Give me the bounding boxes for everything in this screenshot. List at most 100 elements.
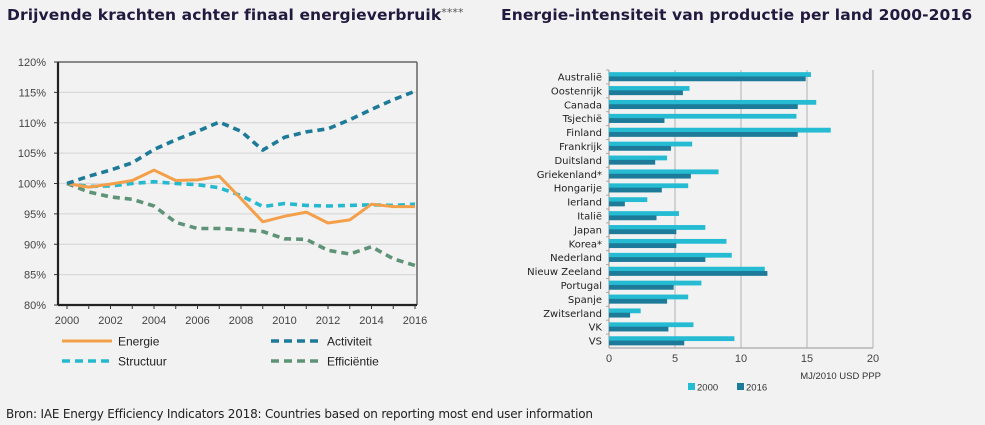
line-chart: 80% 85% 90% 95% 100% 105% 110% 115% 120% 2000 2002… <box>18 57 427 369</box>
category-label: Spanje <box>568 295 602 306</box>
x-tick-label: 20 <box>867 353 879 365</box>
category-label: Hongarije <box>554 184 602 195</box>
category-label: Zwitserland <box>543 309 602 320</box>
bar-2016 <box>609 312 631 318</box>
x-tick-label: 2014 <box>359 315 383 327</box>
bar-2016 <box>609 298 668 304</box>
bar-2016 <box>609 173 691 179</box>
x-tick-label: 2002 <box>98 315 122 327</box>
category-label: Tsjechië <box>562 114 602 125</box>
legend-label: Energie <box>118 335 160 349</box>
y-tick-label: 85% <box>24 270 46 282</box>
y-tick-label: 115% <box>19 87 47 99</box>
bar-2000 <box>609 99 817 105</box>
bar-2000 <box>609 127 831 133</box>
category-label: Australië <box>558 72 602 83</box>
x-tick-label: 10 <box>735 353 747 365</box>
bar-2000 <box>609 322 694 328</box>
bar-2016 <box>609 271 768 276</box>
bar-chart: 0 5 10 15 20 Australië Oostenrijk Canada Tsjechi… <box>527 69 881 394</box>
category-label: Nederland <box>550 253 602 264</box>
bar-2000 <box>609 211 679 216</box>
bar-2016 <box>609 243 677 249</box>
right-chart-title: Energie-intensiteit van productie per la… <box>501 6 973 24</box>
bar-2016 <box>609 340 685 346</box>
legend-label: Structuur <box>118 355 167 369</box>
x-tick-label: 2006 <box>185 315 209 327</box>
bar-2000 <box>609 266 765 272</box>
legend-swatch <box>688 383 695 390</box>
bar-2000 <box>609 72 811 77</box>
category-label: Nieuw Zeeland <box>527 267 602 278</box>
y-tick-label: 120% <box>18 57 46 69</box>
bar-2000 <box>609 169 719 175</box>
x-tick-label: 2004 <box>142 315 166 327</box>
bar-2000 <box>609 197 648 203</box>
y-tick-label: 100% <box>18 179 46 191</box>
bar-2016 <box>609 257 706 262</box>
bar-2016 <box>609 159 656 165</box>
series-line-efficintie <box>66 181 416 268</box>
x-axis-title: MJ/2010 USD PPP <box>800 371 881 382</box>
x-tick-label: 2012 <box>316 315 340 327</box>
bar-2016 <box>609 215 657 221</box>
x-tick-label: 2008 <box>229 315 253 327</box>
category-label: Duitsland <box>554 156 602 167</box>
bar-2016 <box>609 132 798 137</box>
bar-2016 <box>609 145 672 151</box>
category-label: Japan <box>573 225 602 236</box>
source-footer: Bron: IAE Energy Efficiency Indicators 2… <box>6 407 593 421</box>
bar-2000 <box>609 183 689 189</box>
bar-2000 <box>609 113 797 119</box>
legend-label: Efficiëntie <box>327 355 379 369</box>
legend-swatch <box>737 383 744 390</box>
x-tick-label: 2000 <box>55 315 79 327</box>
left-chart-title: Drijvende krachten achter finaal energie… <box>7 6 464 24</box>
legend-label: Activiteit <box>327 335 372 349</box>
category-label: Canada <box>564 100 602 111</box>
bar-2016 <box>609 118 665 123</box>
category-label: VS <box>589 337 602 348</box>
category-label: Korea* <box>569 239 602 250</box>
bar-2000 <box>609 308 641 314</box>
bar-2000 <box>609 155 668 161</box>
x-tick-label: 2010 <box>272 315 296 327</box>
bar-2016 <box>609 201 625 207</box>
category-label: Ierland <box>567 198 602 209</box>
bar-2016 <box>609 76 806 82</box>
x-tick-label: 0 <box>606 353 612 365</box>
bar-2000 <box>609 86 690 91</box>
bar-2000 <box>609 336 735 342</box>
category-label: Finland <box>566 128 602 139</box>
legend-label: 2000 <box>697 383 718 394</box>
category-label: VK <box>589 323 603 334</box>
left-title-text: Drijvende krachten achter finaal energie… <box>7 6 442 24</box>
y-tick-label: 105% <box>18 148 46 160</box>
category-label: Griekenland* <box>537 170 602 181</box>
bar-2016 <box>609 90 683 96</box>
bar-2000 <box>609 141 693 147</box>
bar-2000 <box>609 252 732 258</box>
y-tick-label: 80% <box>24 300 46 312</box>
bar-2000 <box>609 294 689 300</box>
title-footnote-marker: **** <box>441 6 464 19</box>
bar-2000 <box>609 225 706 230</box>
y-tick-label: 95% <box>24 209 46 221</box>
category-label: Italië <box>577 211 602 222</box>
y-tick-label: 110% <box>19 118 47 130</box>
series-line-activiteit <box>66 89 416 186</box>
bar-2016 <box>609 284 674 290</box>
bar-2000 <box>609 238 727 244</box>
bar-2016 <box>609 229 677 235</box>
series-line-energie <box>66 168 415 225</box>
y-tick-label: 90% <box>24 239 46 251</box>
bar-2016 <box>609 104 798 110</box>
legend-label: 2016 <box>746 383 767 394</box>
category-label: Frankrijk <box>559 142 602 153</box>
bar-2000 <box>609 280 702 286</box>
category-label: Oostenrijk <box>551 86 602 97</box>
x-tick-label: 15 <box>801 353 813 365</box>
x-tick-label: 5 <box>672 353 678 365</box>
category-label: Portugal <box>561 281 602 292</box>
bar-2016 <box>609 187 662 193</box>
